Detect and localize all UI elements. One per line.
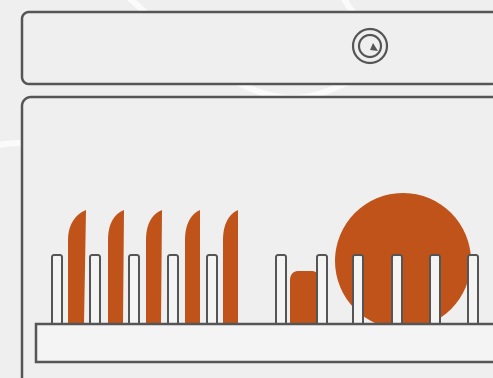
plate-fronts	[73, 250, 238, 324]
rack-tines	[51, 254, 479, 328]
control-knob-icon[interactable]	[351, 27, 389, 65]
cup-icon	[290, 271, 319, 324]
rack-base	[34, 322, 493, 364]
control-panel	[20, 10, 493, 86]
